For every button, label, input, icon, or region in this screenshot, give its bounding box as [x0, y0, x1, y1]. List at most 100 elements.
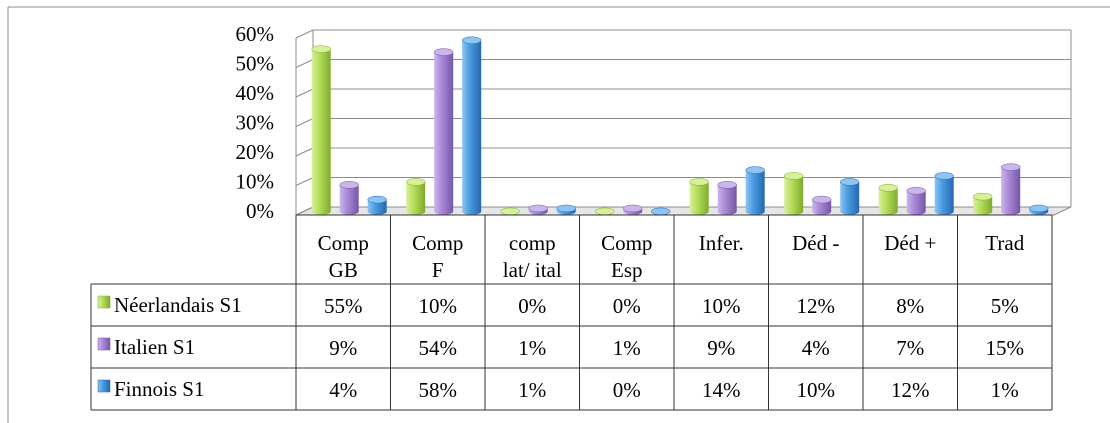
gridline-side [295, 88, 314, 98]
data-label: 1% [991, 378, 1019, 402]
bar-body [745, 170, 765, 215]
data-label: 10% [797, 378, 836, 402]
bar-top [878, 184, 898, 192]
category-label: Infer. [699, 231, 744, 255]
bar-finnois-s1-0 [367, 195, 387, 215]
legend-swatch [97, 379, 111, 393]
gridline-side [295, 177, 314, 186]
bar-top [500, 207, 520, 216]
gridline-side [295, 147, 314, 157]
bar-italien-s1-6 [906, 187, 926, 215]
bar-top [622, 204, 643, 213]
bar-italien-s1-1 [433, 48, 454, 215]
bar-top [972, 192, 993, 201]
data-label: 14% [702, 378, 741, 402]
bar-finnois-s1-4 [745, 166, 765, 215]
data-label: 1% [518, 378, 546, 402]
data-label: 0% [613, 378, 641, 402]
bar-finnois-s1-3 [650, 207, 671, 216]
bar-néerlandais-s1-1 [405, 178, 426, 215]
data-label: 1% [613, 336, 641, 360]
data-label: 12% [891, 378, 930, 402]
bar-top [461, 36, 482, 45]
bar-néerlandais-s1-2 [500, 207, 520, 216]
bar-body [812, 199, 832, 215]
category-label: Esp [611, 258, 643, 282]
gridline-side [295, 206, 314, 216]
legend-series-name: Finnois S1 [114, 377, 204, 401]
y-tick-label: 40% [236, 81, 275, 105]
data-label: 58% [419, 378, 458, 402]
data-label: 1% [518, 336, 546, 360]
data-label: 0% [613, 294, 641, 318]
legend-swatch [97, 337, 111, 351]
data-label: 4% [329, 378, 357, 402]
category-label: F [432, 258, 444, 282]
data-label: 9% [707, 336, 735, 360]
bar-top [311, 45, 331, 53]
bar-body [367, 199, 387, 215]
bar-top [1028, 204, 1049, 213]
bar-top [367, 195, 387, 204]
category-label: Déd + [884, 231, 936, 255]
bar-body [689, 181, 709, 215]
bar-italien-s1-2 [528, 204, 548, 215]
legend-series-name: Italien S1 [114, 335, 195, 359]
bar-top [433, 48, 454, 56]
data-label: 10% [419, 294, 458, 318]
y-tick-label: 0% [246, 199, 274, 223]
y-tick-label: 60% [236, 22, 275, 46]
data-label: 54% [419, 336, 458, 360]
bar-finnois-s1-1 [461, 36, 482, 215]
bar-body [906, 190, 926, 215]
gridline-side [295, 29, 314, 39]
bar-body [434, 52, 454, 215]
bar-top [745, 166, 765, 174]
data-label: 0% [518, 294, 546, 318]
y-tick-label: 20% [236, 140, 275, 164]
bars [311, 36, 1049, 216]
bar-body [311, 49, 331, 215]
legend-swatch [97, 295, 111, 309]
bar-top [783, 172, 804, 180]
category-label: Comp [601, 231, 652, 255]
bar-top [594, 207, 615, 216]
bar-body [462, 40, 482, 215]
bar-finnois-s1-6 [934, 172, 954, 215]
bar-néerlandais-s1-5 [783, 172, 804, 215]
legend-series-name: Néerlandais S1 [114, 293, 242, 317]
bar-body [840, 181, 860, 215]
y-tick-label: 10% [236, 170, 275, 194]
bar-body [339, 184, 359, 215]
y-axis-ticks: 0% 10% 20% 30% 40% 50% 60% [236, 22, 275, 223]
y-tick-label: 30% [236, 111, 275, 135]
bar-néerlandais-s1-0 [311, 45, 331, 215]
bar-néerlandais-s1-4 [689, 178, 709, 215]
bar-top [689, 178, 709, 186]
bar-néerlandais-s1-3 [594, 207, 615, 216]
category-label: GB [329, 258, 358, 282]
bar-italien-s1-0 [339, 181, 359, 215]
data-label: 15% [986, 336, 1025, 360]
bar-top [839, 178, 860, 186]
data-label: 10% [702, 294, 741, 318]
bar-body [784, 176, 804, 215]
bar-top [811, 195, 832, 204]
category-label: Déd - [792, 231, 839, 255]
data-label: 4% [802, 336, 830, 360]
bar-body [1001, 167, 1021, 215]
data-label: 5% [991, 294, 1019, 318]
bar-top [650, 207, 671, 216]
bar-top [906, 187, 926, 195]
category-label: lat/ ital [503, 258, 562, 282]
bar-finnois-s1-2 [556, 204, 576, 215]
data-label: 8% [896, 294, 924, 318]
bar-italien-s1-5 [811, 195, 832, 215]
bar-néerlandais-s1-6 [878, 184, 898, 215]
bar-top [1000, 163, 1021, 171]
bar-top [556, 204, 576, 213]
category-label: Comp [318, 231, 369, 255]
bar-finnois-s1-5 [839, 178, 860, 215]
